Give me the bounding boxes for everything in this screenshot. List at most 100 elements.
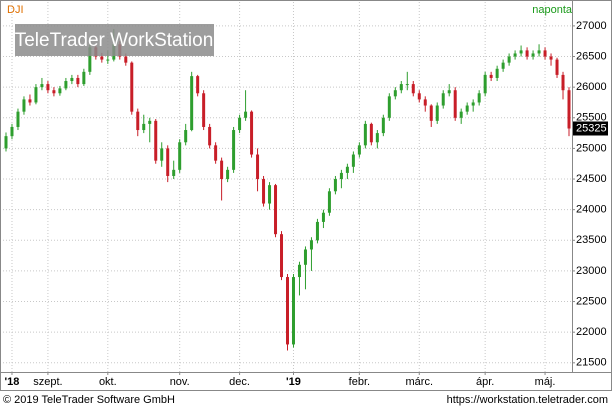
candle-body (184, 130, 188, 143)
x-tick-label: '18 (5, 376, 20, 388)
candle-body (4, 136, 8, 149)
candle-body (64, 81, 68, 89)
candle-body (315, 221, 319, 241)
x-tick-label: dec. (229, 376, 250, 388)
candle-body (531, 53, 535, 57)
candle-body (303, 249, 307, 265)
candle-body (160, 148, 164, 161)
candle-body (142, 123, 146, 131)
candle-body (549, 56, 553, 60)
candle-body (10, 126, 14, 137)
candle-body (309, 240, 313, 250)
candle-body (483, 74, 487, 94)
candle-body (333, 179, 337, 192)
candle-body (471, 102, 475, 106)
candle-body (417, 93, 421, 100)
x-tick-label: okt. (99, 376, 117, 388)
footer-left: © 2019 TeleTrader Software GmbH (3, 394, 175, 406)
y-tick-label: 26500 (576, 50, 607, 62)
watermark-box (15, 24, 214, 56)
candle-body (507, 56, 511, 63)
candle-body (16, 111, 20, 127)
candle-body (52, 90, 56, 94)
candle-body (291, 277, 295, 345)
x-tick-label: nov. (170, 376, 190, 388)
candle-body (453, 90, 457, 118)
candle-body (166, 148, 170, 176)
candle-body (202, 93, 206, 127)
candle-body (357, 145, 361, 155)
period: naponta (532, 4, 573, 16)
candle-body (447, 90, 451, 94)
candle-body (100, 56, 104, 60)
candle-body (268, 185, 272, 204)
last-value-box (573, 121, 608, 136)
candle-body (106, 59, 110, 61)
candle-body (519, 50, 523, 54)
candle-body (351, 154, 355, 167)
x-tick-label: szept. (33, 376, 62, 388)
candle-body (226, 169, 230, 180)
candle-body (375, 133, 379, 143)
candle-body (190, 76, 194, 131)
candle-body (339, 172, 343, 180)
candle-body (214, 145, 218, 161)
y-tick-label: 25500 (576, 112, 607, 124)
frame (0, 0, 612, 391)
candle-body (76, 77, 80, 85)
candle-body (70, 77, 74, 82)
x-tick-label: máj. (535, 376, 556, 388)
x-tick-label: ápr. (476, 376, 494, 388)
candle-body (136, 111, 140, 131)
footer-right: https://workstation.teletrader.com (447, 394, 608, 406)
candle-body (435, 105, 439, 121)
candle-body (244, 111, 248, 118)
candle-body (274, 185, 278, 235)
candle-body (405, 84, 409, 86)
candle-body (148, 120, 152, 124)
candle-body (46, 84, 50, 91)
candle-body (441, 93, 445, 106)
x-tick-label: febr. (349, 376, 370, 388)
candle-body (501, 62, 505, 69)
y-tick-label: 22500 (576, 295, 607, 307)
candle-body (387, 96, 391, 118)
last-value-label: 25325 (576, 122, 607, 134)
candle-body (543, 50, 547, 57)
candle-body (250, 111, 254, 155)
candle-body (28, 99, 32, 103)
candle-body (208, 126, 212, 146)
symbol: DJI (7, 4, 24, 16)
candle-body (567, 90, 571, 129)
candle-body (393, 90, 397, 97)
candle-body (495, 68, 499, 78)
candle-body (256, 154, 260, 180)
candle-body (429, 105, 433, 121)
candle-body (82, 71, 86, 85)
y-tick-label: 24000 (576, 204, 607, 216)
candle-body (321, 212, 325, 222)
candle-body (477, 93, 481, 103)
candle-body (88, 47, 92, 72)
candle-body (459, 111, 463, 118)
x-tick-label: márc. (406, 376, 434, 388)
candle-body (262, 179, 266, 204)
y-tick-label: 24500 (576, 173, 607, 185)
candle-body (399, 84, 403, 91)
y-tick-label: 26000 (576, 81, 607, 93)
candle-body (172, 169, 176, 176)
candle-body (238, 117, 242, 131)
candle-body (40, 84, 44, 88)
candle-body (124, 56, 128, 63)
y-tick-label: 21500 (576, 357, 607, 369)
candle-body (411, 84, 415, 94)
candle-body (58, 88, 62, 94)
candle-body (327, 191, 331, 213)
y-tick-label: 22000 (576, 326, 607, 338)
x-tick-label: '19 (286, 376, 301, 388)
watermark: TeleTrader WorkStation (15, 30, 214, 51)
candle-body (345, 166, 349, 173)
candle-body (537, 50, 541, 54)
candle-body (280, 234, 284, 278)
